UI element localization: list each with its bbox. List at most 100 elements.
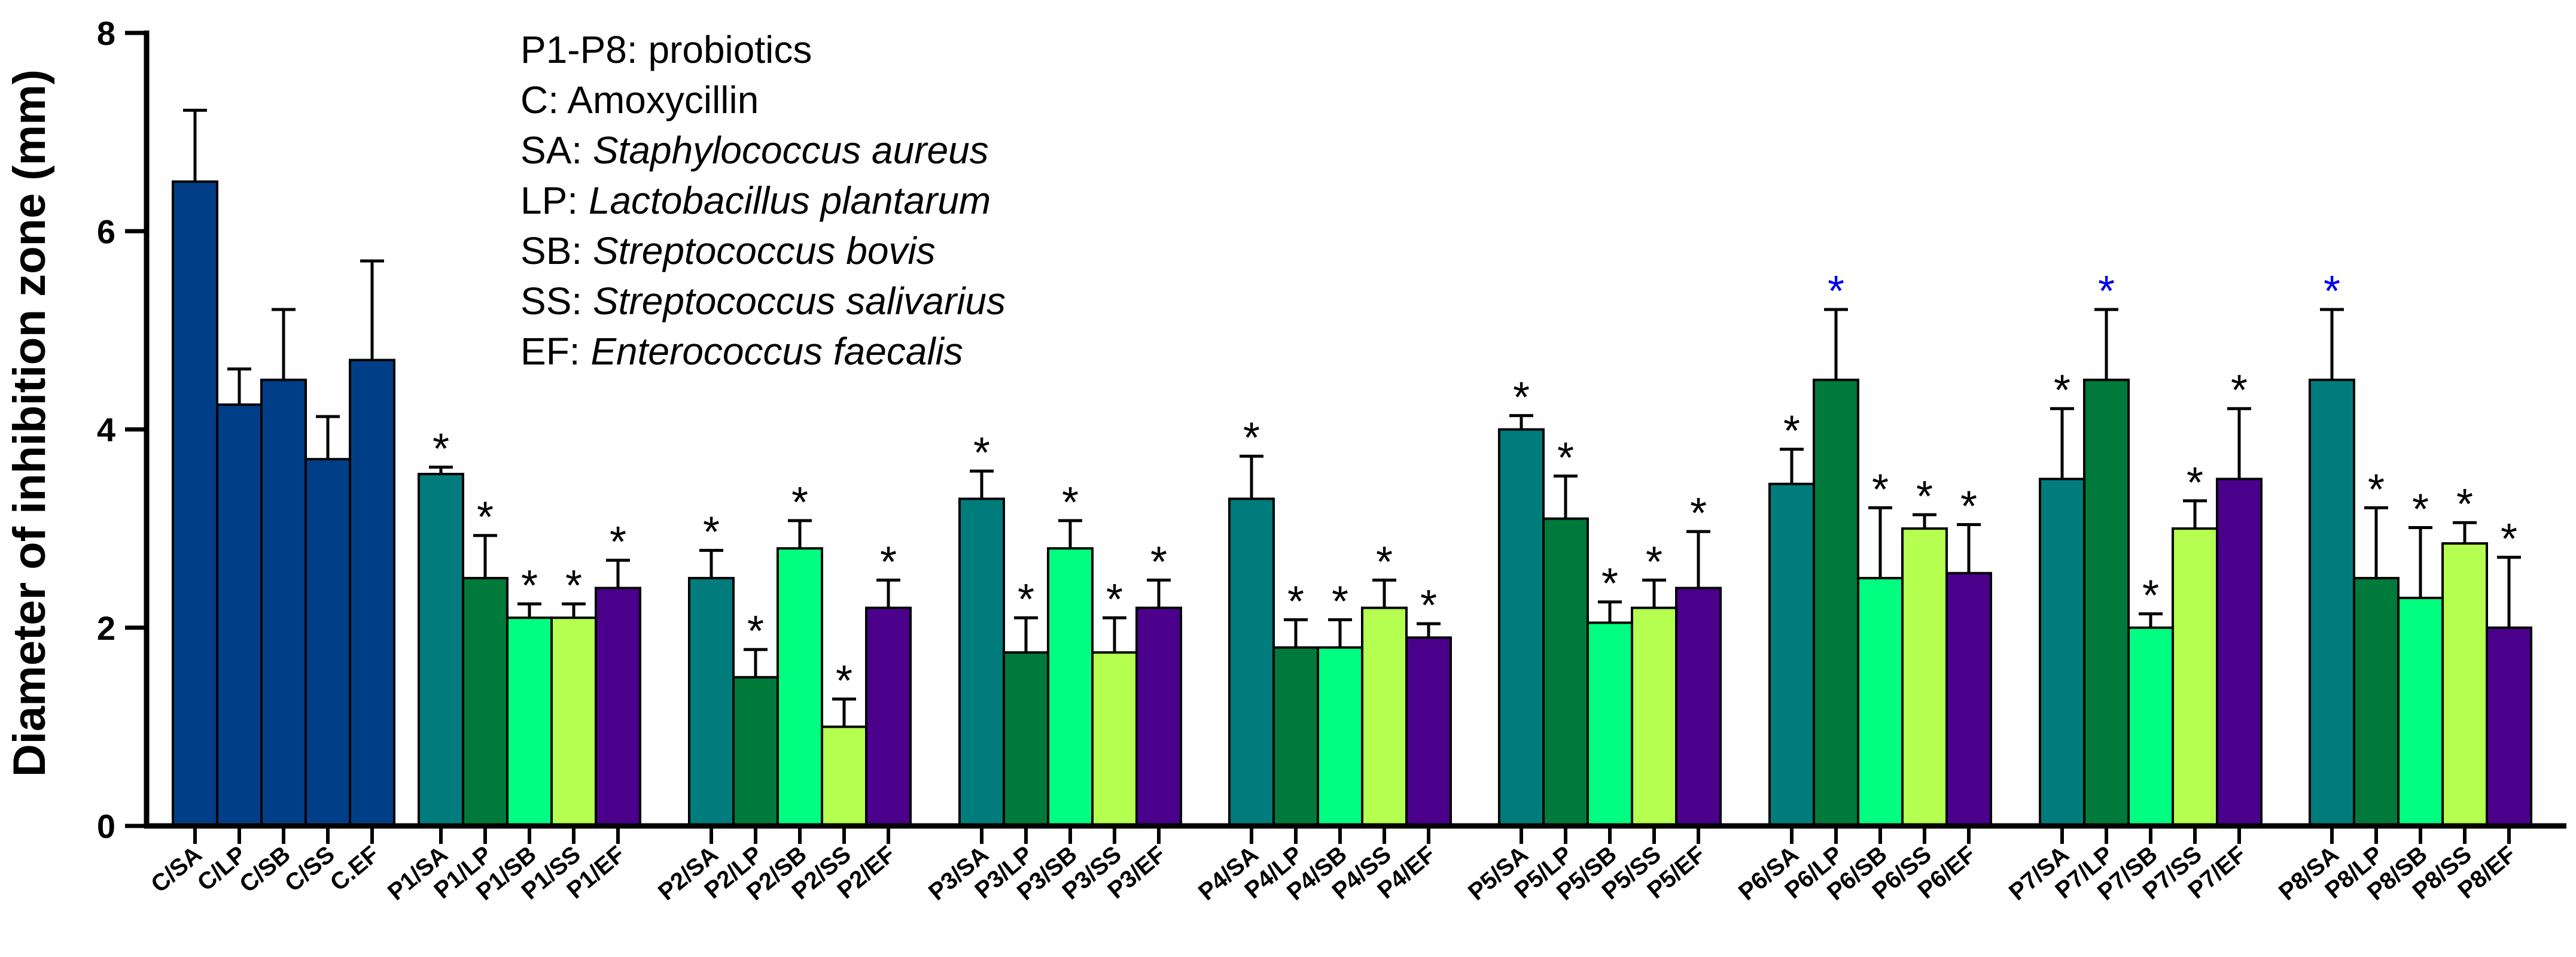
bar-p4-sa: [1228, 497, 1275, 827]
legend-desc: Enterococcus faecalis: [590, 330, 963, 373]
bar-p5-ss: [1631, 606, 1677, 827]
star-p4-ss: *: [1376, 538, 1393, 586]
star-p7-sb: *: [2142, 572, 2159, 620]
star-p6-sb: *: [1872, 466, 1889, 514]
legend-entry: LP: Lactobacillus plantarum: [520, 179, 991, 222]
legend-desc: Streptococcus salivarius: [593, 279, 1006, 323]
bar-p1-sb: [506, 616, 553, 827]
star-p5-ss: *: [1646, 538, 1662, 586]
legend-abbr: LP:: [520, 179, 589, 222]
x-tick-label: C/SS: [280, 841, 340, 897]
star-p7-lp: *: [2098, 268, 2115, 315]
legend-desc: probiotics: [648, 28, 812, 71]
star-p1-lp: *: [477, 494, 494, 542]
star-p8-sa: *: [2324, 268, 2340, 315]
star-p8-ef: *: [2501, 515, 2517, 563]
legend-abbr: SA:: [520, 129, 593, 172]
bar-p5-sa: [1498, 428, 1545, 827]
legend-desc: Amoxycillin: [567, 78, 759, 121]
star-p7-ef: *: [2231, 367, 2248, 415]
legend-abbr: C:: [520, 78, 567, 121]
bar-p1-lp: [462, 576, 508, 827]
star-p5-sb: *: [1601, 560, 1618, 608]
bars-layer: [172, 180, 2532, 827]
bar-p8-sa: [2309, 378, 2355, 827]
star-p1-sb: *: [521, 562, 538, 610]
error-bars-layer: [183, 108, 2521, 727]
y-axis-label: Diameter of inhibition zone (mm): [4, 69, 55, 777]
bar-p5-lp: [1542, 517, 1589, 827]
star-p2-ss: *: [836, 657, 852, 705]
bar-p5-sb: [1587, 621, 1633, 827]
star-p4-ef: *: [1420, 582, 1437, 630]
y-tick-label: 4: [97, 411, 115, 449]
legend-desc: Staphylococcus aureus: [593, 129, 989, 172]
bar-p4-sb: [1317, 646, 1363, 827]
bar-c-lp: [216, 403, 263, 827]
legend-abbr: P1-P8:: [520, 28, 648, 71]
bar-p7-ef: [2216, 478, 2263, 827]
legend-desc: Lactobacillus plantarum: [589, 179, 991, 222]
star-p5-lp: *: [1557, 434, 1574, 482]
y-tick-label: 0: [97, 807, 115, 845]
bar-p2-lp: [732, 676, 779, 827]
star-p6-ef: *: [1960, 483, 1977, 531]
bar-p1-ef: [595, 587, 641, 827]
star-p6-lp: *: [1828, 268, 1844, 315]
star-p5-sa: *: [1513, 373, 1530, 421]
star-p3-sb: *: [1062, 479, 1079, 527]
star-p1-ss: *: [565, 562, 582, 610]
bar-p3-ef: [1135, 606, 1182, 827]
bar-p7-ss: [2172, 527, 2218, 827]
bar-p8-ef: [2486, 626, 2532, 827]
bar-p8-lp: [2353, 576, 2400, 827]
significance-stars-layer: * * * * * * * * * * * * * * * * * * * * * * * * * * * * * * * * * * * * * * * *: [433, 268, 2517, 705]
star-p2-lp: *: [747, 607, 764, 655]
bar-p2-ss: [821, 725, 867, 827]
axes: [125, 31, 2566, 844]
bar-p2-sa: [688, 576, 735, 827]
bar-p8-sb: [2397, 597, 2444, 827]
bar-p6-ss: [1901, 527, 1948, 827]
star-p1-ef: *: [610, 518, 626, 566]
star-p7-ss: *: [2187, 459, 2203, 507]
star-p6-ss: *: [1916, 473, 1933, 521]
y-tick-label: 8: [97, 14, 115, 52]
bar-p1-sa: [418, 473, 464, 827]
bar-p6-sa: [1768, 482, 1815, 827]
x-tick-label: C.EF: [325, 841, 384, 896]
bar-p6-ef: [1945, 572, 1992, 827]
legend-entry: C: Amoxycillin: [520, 78, 759, 121]
star-p3-lp: *: [1018, 576, 1034, 624]
star-p8-lp: *: [2368, 466, 2385, 514]
legend-entry: SB: Streptococcus bovis: [520, 229, 936, 272]
legend: P1-P8: probiotics C: Amoxycillin SA: Staph…: [520, 28, 1006, 373]
bar-p3-sa: [958, 497, 1005, 827]
bar-p5-ef: [1675, 587, 1722, 827]
x-tick-label: C/SA: [146, 841, 206, 898]
x-tick-label: C/SB: [235, 841, 295, 898]
bar-p7-sa: [2039, 478, 2085, 827]
legend-abbr: SB:: [520, 229, 593, 272]
bar-p6-lp: [1813, 378, 1859, 827]
legend-desc: Streptococcus bovis: [593, 229, 936, 272]
star-p2-ef: *: [880, 538, 897, 586]
star-p4-lp: *: [1287, 578, 1304, 626]
bar-p7-sb: [2127, 626, 2174, 827]
legend-abbr: EF:: [520, 330, 590, 373]
star-p6-sa: *: [1783, 408, 1800, 455]
bar-p1-ss: [550, 616, 597, 827]
bar-p3-lp: [1003, 651, 1049, 827]
legend-entry: P1-P8: probiotics: [520, 28, 812, 71]
star-p4-sa: *: [1243, 414, 1260, 462]
star-p3-sa: *: [973, 429, 990, 477]
bar-c-sa: [172, 180, 218, 827]
y-tick-label: 6: [97, 212, 115, 250]
legend-entry: SA: Staphylococcus aureus: [520, 129, 989, 172]
bar-p3-ss: [1091, 651, 1138, 827]
bar-c-ef: [349, 359, 395, 827]
y-tick-label: 2: [97, 609, 115, 647]
star-p8-ss: *: [2456, 481, 2473, 528]
bar-p7-lp: [2083, 378, 2130, 827]
